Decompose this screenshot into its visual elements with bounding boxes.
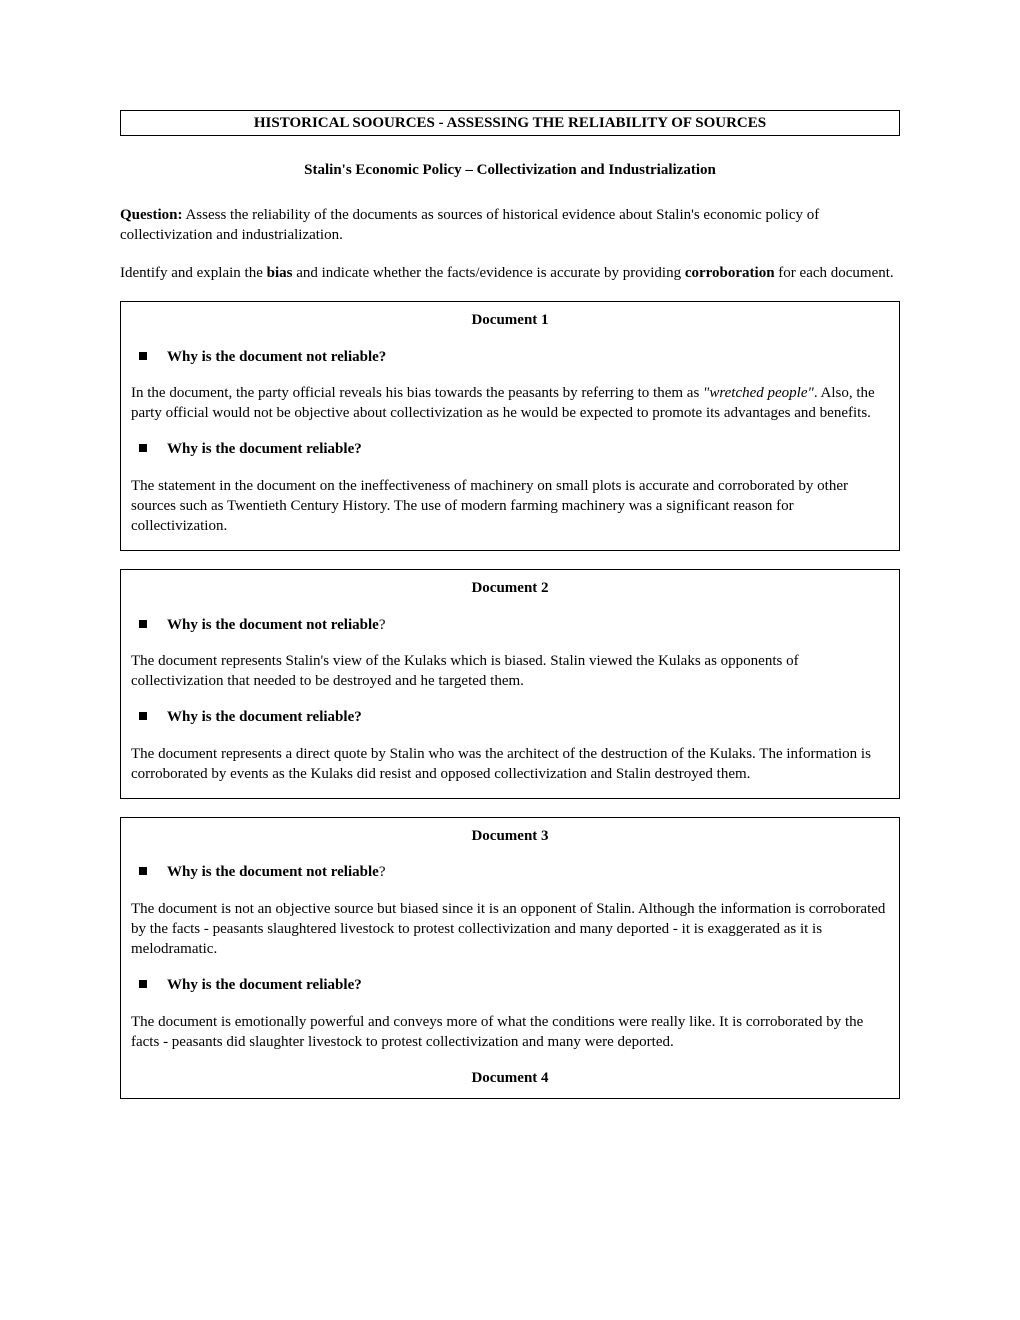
bullet-icon	[139, 867, 147, 875]
doc2-q2: Why is the document reliable?	[167, 707, 362, 727]
doc3-a2: The document is emotionally powerful and…	[131, 1012, 889, 1053]
doc3-q1-bold: Why is the document not reliable	[167, 864, 379, 880]
doc2-q1-row: Why is the document not reliable?	[131, 615, 889, 635]
doc1-q1-row: Why is the document not reliable?	[131, 347, 889, 367]
doc1-q2: Why is the document reliable?	[167, 439, 362, 459]
doc2-q2-row: Why is the document reliable?	[131, 707, 889, 727]
instr-mid: and indicate whether the facts/evidence …	[292, 265, 684, 281]
doc2-a2: The document represents a direct quote b…	[131, 744, 889, 785]
doc1-a1: In the document, the party official reve…	[131, 383, 889, 424]
doc3-q1-qmark: ?	[379, 864, 386, 880]
doc2-q1-bold: Why is the document not reliable	[167, 617, 379, 633]
doc3-q1: Why is the document not reliable?	[167, 862, 385, 882]
doc3-q2-row: Why is the document reliable?	[131, 975, 889, 995]
subtitle: Stalin's Economic Policy – Collectivizat…	[120, 160, 900, 180]
instruction-paragraph: Identify and explain the bias and indica…	[120, 263, 900, 283]
document-2-title: Document 2	[131, 578, 889, 598]
document-1-box: Document 1 Why is the document not relia…	[120, 301, 900, 551]
document-4-title: Document 4	[131, 1068, 889, 1088]
main-title-box: HISTORICAL SOOURCES - ASSESSING THE RELI…	[120, 110, 900, 136]
doc3-q2: Why is the document reliable?	[167, 975, 362, 995]
doc1-q2-row: Why is the document reliable?	[131, 439, 889, 459]
bullet-icon	[139, 980, 147, 988]
doc2-a1: The document represents Stalin's view of…	[131, 651, 889, 692]
bullet-icon	[139, 712, 147, 720]
question-paragraph: Question: Assess the reliability of the …	[120, 205, 900, 246]
doc1-a1-ital: "wretched people"	[703, 385, 814, 401]
instr-corroboration: corroboration	[685, 265, 775, 281]
document-2-box: Document 2 Why is the document not relia…	[120, 569, 900, 799]
document-3-box: Document 3 Why is the document not relia…	[120, 817, 900, 1099]
instr-pre: Identify and explain the	[120, 265, 267, 281]
doc3-q1-row: Why is the document not reliable?	[131, 862, 889, 882]
doc3-a1: The document is not an objective source …	[131, 899, 889, 960]
document-1-title: Document 1	[131, 310, 889, 330]
doc2-q1-qmark: ?	[379, 617, 386, 633]
bullet-icon	[139, 620, 147, 628]
doc1-a2: The statement in the document on the ine…	[131, 476, 889, 537]
document-3-title: Document 3	[131, 826, 889, 846]
question-label: Question:	[120, 207, 183, 223]
instr-bias: bias	[267, 265, 293, 281]
doc2-q1: Why is the document not reliable?	[167, 615, 385, 635]
doc1-a1-pre: In the document, the party official reve…	[131, 385, 703, 401]
main-title: HISTORICAL SOOURCES - ASSESSING THE RELI…	[254, 115, 766, 131]
question-text: Assess the reliability of the documents …	[120, 207, 819, 243]
instr-post: for each document.	[775, 265, 894, 281]
bullet-icon	[139, 352, 147, 360]
bullet-icon	[139, 444, 147, 452]
doc1-q1: Why is the document not reliable?	[167, 347, 386, 367]
